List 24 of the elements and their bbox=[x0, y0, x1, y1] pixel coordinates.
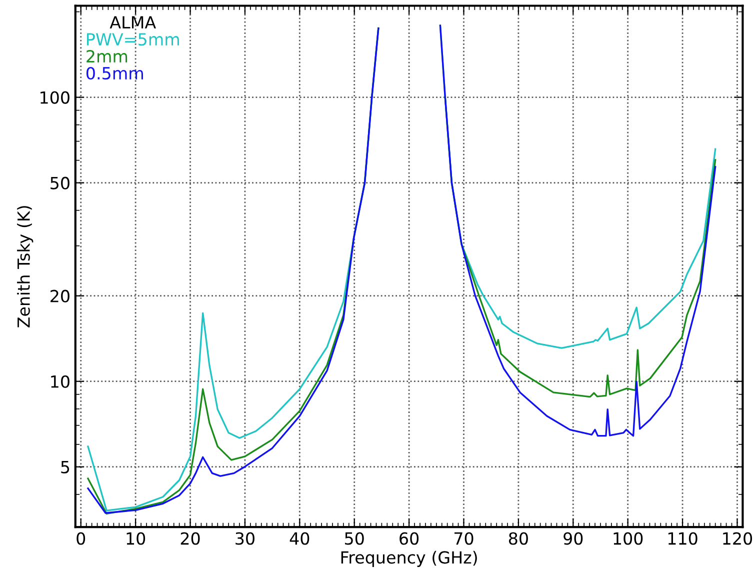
x-tick-label: 0 bbox=[76, 532, 86, 545]
y-tick-label: 100 bbox=[40, 91, 70, 104]
x-tick-label: 10 bbox=[126, 532, 146, 545]
y-tick-label: 10 bbox=[51, 375, 70, 388]
legend-title: ALMA bbox=[110, 16, 156, 28]
x-tick-label: 90 bbox=[564, 532, 583, 545]
y-tick-label: 50 bbox=[50, 176, 70, 190]
x-axis-title: Frequency (GHz) bbox=[341, 550, 477, 567]
x-tick-label: 70 bbox=[454, 532, 474, 545]
x-tick-label: 100 bbox=[614, 532, 643, 545]
text: 0.5mm bbox=[86, 66, 143, 80]
y-tick-label: 5 bbox=[61, 461, 70, 474]
x-tick-label: 30 bbox=[236, 532, 254, 545]
y-axis-title: Zenith Tsky (K) bbox=[17, 206, 34, 328]
y-tick-label: 20 bbox=[50, 290, 70, 302]
x-tick-label: 60 bbox=[400, 532, 419, 545]
x-tick-label: 80 bbox=[508, 532, 528, 545]
text: 2mm bbox=[86, 50, 128, 62]
text: PWV=5mm bbox=[87, 33, 179, 46]
x-tick-label: 120 bbox=[723, 532, 752, 545]
x-tick-label: 50 bbox=[345, 532, 364, 545]
x-tick-label: 40 bbox=[290, 532, 310, 545]
x-tick-label: 110 bbox=[668, 532, 698, 545]
x-tick-label: 20 bbox=[180, 532, 200, 545]
